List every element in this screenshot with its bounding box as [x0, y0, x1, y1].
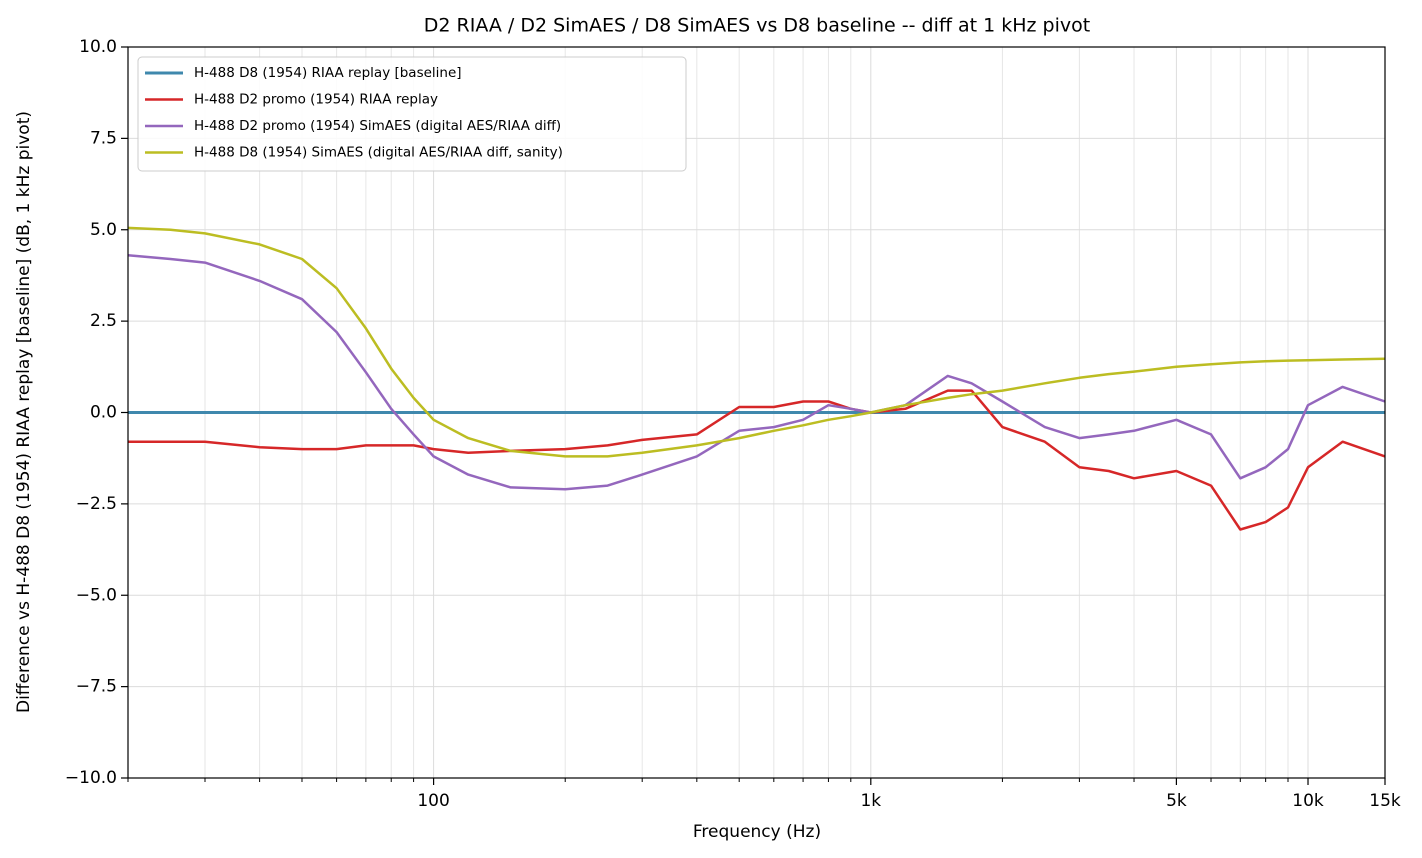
- legend: H-488 D8 (1954) RIAA replay [baseline] H-…: [137, 56, 687, 172]
- x-axis-label: Frequency (Hz): [693, 822, 821, 842]
- y-tick-label: −7.5: [76, 677, 117, 697]
- y-tick-label: −5.0: [76, 585, 117, 605]
- plot-frame: [127, 46, 1386, 779]
- y-tick-label: −2.5: [76, 494, 117, 514]
- chart-title: D2 RIAA / D2 SimAES / D8 SimAES vs D8 ba…: [424, 15, 1090, 37]
- y-axis-label: Difference vs H-488 D8 (1954) RIAA repla…: [14, 111, 34, 713]
- legend-label: H-488 D8 (1954) RIAA replay [baseline]: [194, 65, 462, 81]
- y-tick-label: −10.0: [65, 768, 117, 788]
- legend-label: H-488 D2 promo (1954) SimAES (digital AE…: [194, 118, 561, 134]
- x-tick-label: 15k: [1369, 791, 1401, 811]
- legend-frame: [137, 56, 687, 172]
- x-tick-label: 5k: [1166, 791, 1187, 811]
- legend-label: H-488 D2 promo (1954) RIAA replay: [194, 92, 438, 108]
- y-tick-label: 2.5: [90, 311, 117, 331]
- y-tick-label: 5.0: [90, 220, 117, 240]
- series-line: [127, 226, 1386, 458]
- legend-label: H-488 D8 (1954) SimAES (digital AES/RIAA…: [194, 145, 563, 161]
- x-tick-label: 10k: [1292, 791, 1324, 811]
- series-line: [127, 254, 1386, 491]
- x-tick-label: 1k: [860, 791, 881, 811]
- y-tick-label: 0.0: [90, 403, 117, 423]
- series-line: [128, 389, 1386, 531]
- y-tick-label: 10.0: [79, 37, 117, 57]
- x-tick-label: 100: [417, 791, 449, 811]
- y-tick-label: 7.5: [90, 128, 117, 148]
